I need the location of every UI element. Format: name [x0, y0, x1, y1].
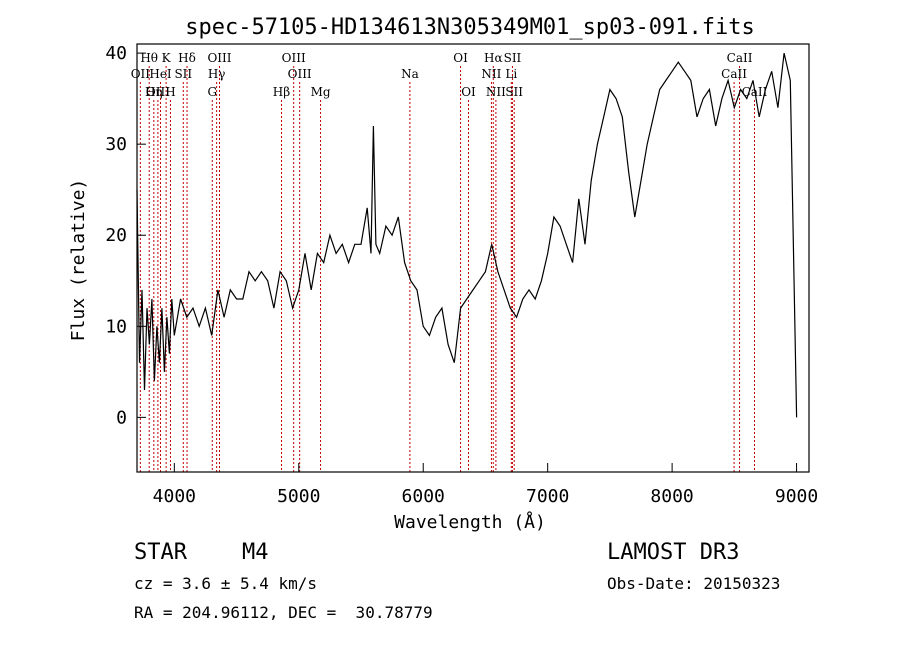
x-tick-label: 8000 [650, 486, 693, 507]
y-tick-label: 0 [116, 407, 127, 428]
emission-line-label: SII [504, 51, 522, 65]
y-tick-label: 10 [105, 316, 127, 337]
axis-ticks: 4000 5000 6000 7000 8000 9000 0 10 20 30 40 [105, 43, 818, 507]
emission-line-label: OI [453, 51, 468, 65]
x-axis-label: Wavelength (Å) [394, 511, 546, 533]
emission-line-label: OII [131, 67, 151, 81]
emission-line-label: G [207, 85, 217, 99]
emission-line-label: K [162, 51, 172, 65]
emission-line-label: Li [505, 67, 517, 81]
x-tick-label: 5000 [277, 486, 320, 507]
plot-frame [136, 43, 810, 473]
emission-line-label: OI [461, 85, 476, 99]
x-tick-label: 9000 [775, 486, 818, 507]
emission-line-label: Hα [484, 51, 503, 65]
emission-line-label: OIII [207, 51, 231, 65]
y-tick-label: 30 [105, 134, 127, 155]
emission-line-label: OIII [282, 51, 306, 65]
emission-line-label: SII [174, 67, 192, 81]
emission-line-label: OIII [146, 85, 170, 99]
emission-line-label: Na [401, 67, 419, 81]
survey-name: LAMOST DR3 [607, 540, 740, 565]
emission-line-label: NII [486, 85, 506, 99]
y-axis-label: Flux (relative) [68, 179, 89, 342]
emission-line-label: CaII [721, 67, 747, 81]
emission-line-label: NII [481, 67, 501, 81]
x-tick-label: 4000 [153, 486, 196, 507]
emission-line-label: Hδ [178, 51, 196, 65]
emission-line-label: CaII [727, 51, 753, 65]
emission-line-markers [139, 66, 755, 472]
coordinates: RA = 204.96112, DEC = 30.78779 [134, 603, 433, 622]
chart-title: spec-57105-HD134613N305349M01_sp03-091.f… [185, 15, 755, 40]
spectrum-line [136, 52, 798, 418]
emission-line-label: Hγ [208, 67, 226, 81]
emission-line-label: OIII [288, 67, 312, 81]
x-tick-label: 7000 [526, 486, 569, 507]
emission-line-label: Mg [311, 85, 331, 99]
x-tick-label: 6000 [402, 486, 445, 507]
y-tick-label: 20 [105, 225, 127, 246]
redshift-cz: cz = 3.6 ± 5.4 km/s [134, 574, 318, 593]
emission-line-label: SII [505, 85, 523, 99]
emission-line-label: Hβ [273, 85, 290, 99]
obs-date: Obs-Date: 20150323 [607, 574, 781, 593]
object-subclass: M4 [242, 540, 269, 565]
emission-line-label: H [165, 85, 175, 99]
emission-line-label: HeI [149, 67, 172, 81]
emission-line-label: Hη [145, 85, 163, 99]
y-tick-label: 40 [105, 43, 127, 64]
object-class: STAR [134, 540, 187, 565]
emission-line-label: Hθ [140, 51, 158, 65]
